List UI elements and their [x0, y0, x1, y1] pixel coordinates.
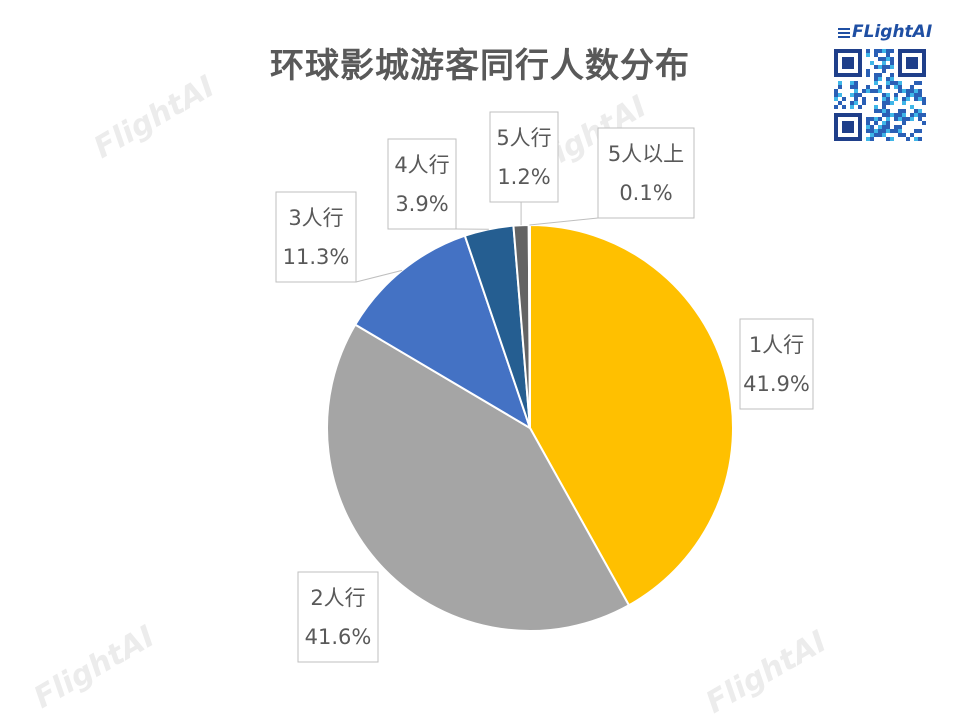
- slice-percent-label: 3.9%: [395, 192, 448, 216]
- pie-slice: [529, 225, 530, 428]
- slice-percent-label: 0.1%: [619, 181, 672, 205]
- slice-name-label: 1人行: [749, 333, 804, 357]
- slice-name-label: 2人行: [310, 586, 365, 610]
- slice-percent-label: 1.2%: [497, 165, 550, 189]
- leader-line: [529, 218, 598, 225]
- slice-name-label: 3人行: [288, 206, 343, 230]
- slice-name-label: 5人以上: [608, 142, 684, 166]
- slice-percent-label: 41.9%: [743, 372, 810, 396]
- slice-percent-label: 11.3%: [283, 245, 350, 269]
- slice-name-label: 4人行: [394, 153, 449, 177]
- slice-name-label: 5人行: [496, 126, 551, 150]
- slice-percent-label: 41.6%: [305, 625, 372, 649]
